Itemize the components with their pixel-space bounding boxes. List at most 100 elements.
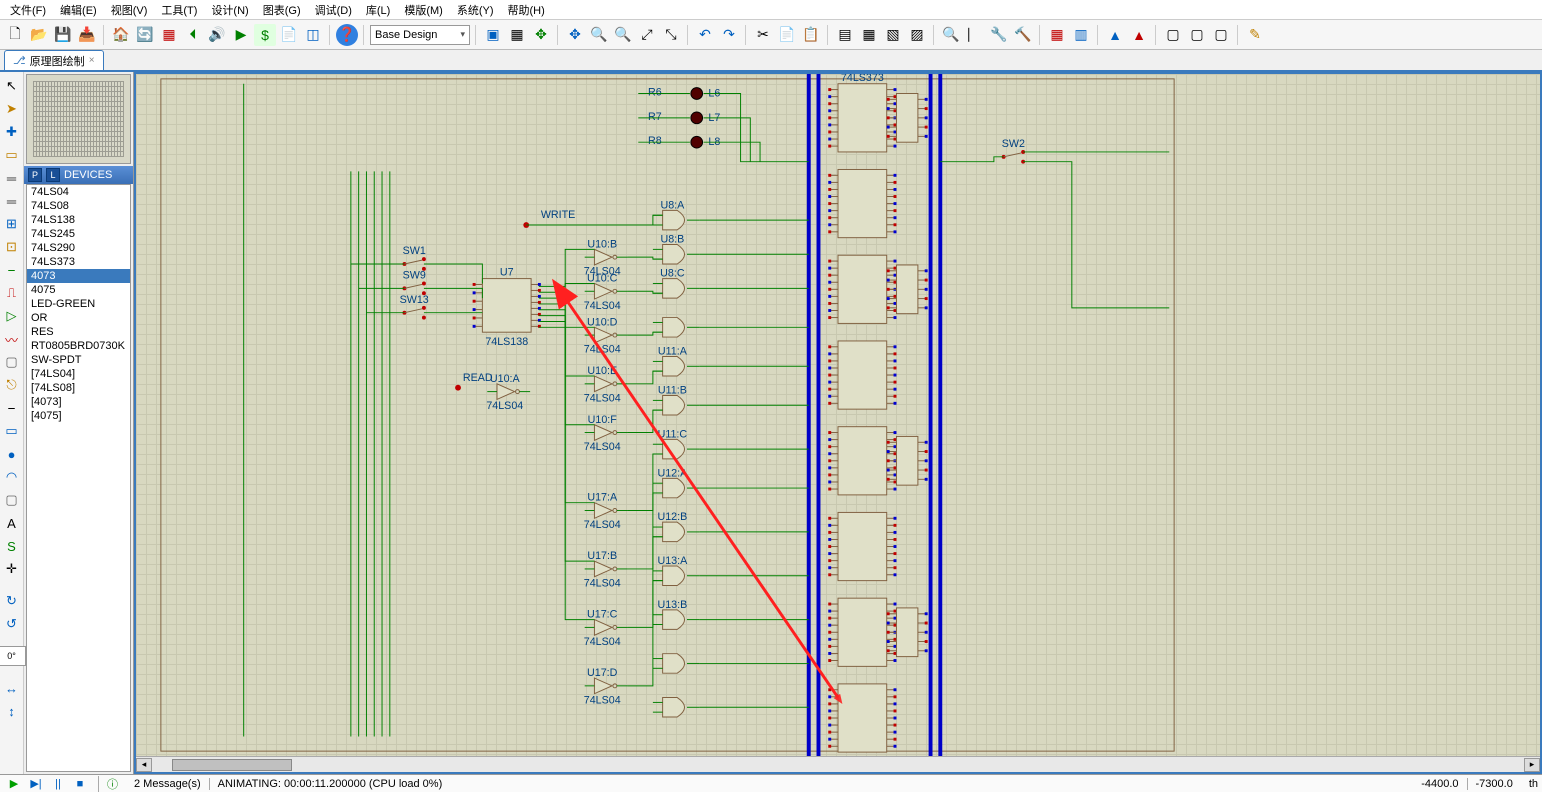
find-icon[interactable]: 🔍 bbox=[940, 24, 962, 46]
area-icon[interactable]: ▣ bbox=[482, 24, 504, 46]
import-icon[interactable]: 📥 bbox=[76, 24, 98, 46]
zoomfit-icon[interactable]: ⤢ bbox=[636, 24, 658, 46]
menu-graph[interactable]: 图表(G) bbox=[257, 0, 307, 20]
edit-icon[interactable]: ✎ bbox=[1244, 24, 1266, 46]
vtool-4-icon[interactable]: ═ bbox=[2, 168, 22, 188]
menu-template[interactable]: 模版(M) bbox=[398, 0, 449, 20]
design-combo[interactable]: Base Design bbox=[370, 25, 470, 45]
vtool-14-icon[interactable]: ⎯ bbox=[2, 398, 22, 418]
vtool-6-icon[interactable]: ⊞ bbox=[2, 214, 22, 234]
device-item[interactable]: RES bbox=[27, 325, 130, 339]
vtool-26-icon[interactable]: 0° bbox=[0, 646, 26, 666]
vtool-18-icon[interactable]: ▢ bbox=[2, 490, 22, 510]
device-item[interactable]: [4075] bbox=[27, 409, 130, 423]
device-item[interactable]: OR bbox=[27, 311, 130, 325]
device-item[interactable]: 74LS08 bbox=[27, 199, 130, 213]
tab-schematic[interactable]: ⎇ 原理图绘制 × bbox=[4, 50, 104, 70]
pcb1-icon[interactable]: ▦ bbox=[1046, 24, 1068, 46]
vtool-13-icon[interactable]: ⎋ bbox=[2, 375, 22, 395]
dollar-icon[interactable]: $ bbox=[254, 24, 276, 46]
device-item[interactable]: 74LS04 bbox=[27, 185, 130, 199]
menu-edit[interactable]: 编辑(E) bbox=[54, 0, 103, 20]
devices-list[interactable]: 74LS0474LS0874LS13874LS24574LS29074LS373… bbox=[26, 184, 131, 772]
copy-icon[interactable]: 📄 bbox=[776, 24, 798, 46]
step-button[interactable]: ▶| bbox=[26, 777, 46, 791]
vtool-1-icon[interactable]: ➤ bbox=[2, 99, 22, 119]
menu-system[interactable]: 系统(Y) bbox=[451, 0, 500, 20]
zoomext-icon[interactable]: ⤡ bbox=[660, 24, 682, 46]
save-icon[interactable]: 💾 bbox=[52, 24, 74, 46]
block1-icon[interactable]: ▤ bbox=[834, 24, 856, 46]
pick-button[interactable]: P bbox=[28, 168, 42, 182]
play2-icon[interactable]: ▶ bbox=[230, 24, 252, 46]
open-icon[interactable]: 📂 bbox=[28, 24, 50, 46]
scroll-left-icon[interactable]: ◂ bbox=[136, 758, 152, 772]
block4-icon[interactable]: ▨ bbox=[906, 24, 928, 46]
refresh-icon[interactable]: 🔄 bbox=[134, 24, 156, 46]
vtool-28-icon[interactable]: ↔ bbox=[2, 678, 22, 698]
note-icon[interactable]: 📄 bbox=[278, 24, 300, 46]
device-item[interactable]: LED-GREEN bbox=[27, 297, 130, 311]
vtool-17-icon[interactable]: ◠ bbox=[2, 467, 22, 487]
mir1-icon[interactable]: ▲ bbox=[1104, 24, 1126, 46]
pause-button[interactable]: || bbox=[48, 777, 68, 791]
scroll-right-icon[interactable]: ▸ bbox=[1524, 758, 1540, 772]
vtool-3-icon[interactable]: ▭ bbox=[2, 145, 22, 165]
zoomin-icon[interactable]: 🔍 bbox=[588, 24, 610, 46]
help-icon[interactable]: ❓ bbox=[336, 24, 358, 46]
tool2-icon[interactable]: 🔨 bbox=[1012, 24, 1034, 46]
scroll-thumb[interactable] bbox=[172, 759, 292, 771]
grp2-icon[interactable]: ▢ bbox=[1186, 24, 1208, 46]
tool1-icon[interactable]: 🔧 bbox=[988, 24, 1010, 46]
brk-icon[interactable]: ◫ bbox=[302, 24, 324, 46]
menu-tools[interactable]: 工具(T) bbox=[155, 0, 203, 20]
vtool-11-icon[interactable]: 〰 bbox=[2, 329, 22, 349]
vtool-19-icon[interactable]: A bbox=[2, 513, 22, 533]
block3-icon[interactable]: ▧ bbox=[882, 24, 904, 46]
device-item[interactable]: 4073 bbox=[27, 269, 130, 283]
align-icon[interactable]: ⎸ bbox=[964, 24, 986, 46]
vtool-23-icon[interactable]: ↻ bbox=[2, 591, 22, 611]
device-item[interactable]: RT0805BRD0730K bbox=[27, 339, 130, 353]
vtool-24-icon[interactable]: ↺ bbox=[2, 614, 22, 634]
vtool-7-icon[interactable]: ⊡ bbox=[2, 237, 22, 257]
vtool-5-icon[interactable]: ═ bbox=[2, 191, 22, 211]
pcb2-icon[interactable]: ▥ bbox=[1070, 24, 1092, 46]
snap-icon[interactable]: ✥ bbox=[530, 24, 552, 46]
device-item[interactable]: 74LS138 bbox=[27, 213, 130, 227]
lib-button[interactable]: L bbox=[46, 168, 60, 182]
pan-icon[interactable]: ✥ bbox=[564, 24, 586, 46]
menu-help[interactable]: 帮助(H) bbox=[502, 0, 551, 20]
redo-icon[interactable]: ↷ bbox=[718, 24, 740, 46]
device-item[interactable]: [74LS08] bbox=[27, 381, 130, 395]
block2-icon[interactable]: ▦ bbox=[858, 24, 880, 46]
device-item[interactable]: 74LS290 bbox=[27, 241, 130, 255]
device-item[interactable]: SW-SPDT bbox=[27, 353, 130, 367]
menu-design[interactable]: 设计(N) bbox=[205, 0, 254, 20]
messages-label[interactable]: 2 Message(s) bbox=[134, 778, 201, 790]
vtool-8-icon[interactable]: ⎯ bbox=[2, 260, 22, 280]
paste-icon[interactable]: 📋 bbox=[800, 24, 822, 46]
vtool-20-icon[interactable]: S bbox=[2, 536, 22, 556]
device-item[interactable]: 74LS245 bbox=[27, 227, 130, 241]
msg-icon[interactable]: ⓘ bbox=[98, 776, 126, 792]
device-item[interactable]: [4073] bbox=[27, 395, 130, 409]
new-icon[interactable]: 🗋 bbox=[4, 24, 26, 46]
grid-icon[interactable]: ▦ bbox=[506, 24, 528, 46]
play-button[interactable]: ▶ bbox=[4, 777, 24, 791]
horizontal-scrollbar[interactable]: ◂ ▸ bbox=[136, 756, 1540, 772]
vtool-12-icon[interactable]: ▢ bbox=[2, 352, 22, 372]
chip-icon[interactable]: ▦ bbox=[158, 24, 180, 46]
stop-button[interactable]: ■ bbox=[70, 777, 90, 791]
close-icon[interactable]: × bbox=[89, 55, 95, 66]
home-icon[interactable]: 🏠 bbox=[110, 24, 132, 46]
menu-debug[interactable]: 调试(D) bbox=[309, 0, 358, 20]
overview-map[interactable] bbox=[26, 74, 131, 164]
device-item[interactable]: 74LS373 bbox=[27, 255, 130, 269]
back-icon[interactable]: ⏴ bbox=[182, 24, 204, 46]
sound-icon[interactable]: 🔊 bbox=[206, 24, 228, 46]
menu-file[interactable]: 文件(F) bbox=[4, 0, 52, 20]
undo-icon[interactable]: ↶ bbox=[694, 24, 716, 46]
vtool-10-icon[interactable]: ▷ bbox=[2, 306, 22, 326]
zoomout-icon[interactable]: 🔍 bbox=[612, 24, 634, 46]
